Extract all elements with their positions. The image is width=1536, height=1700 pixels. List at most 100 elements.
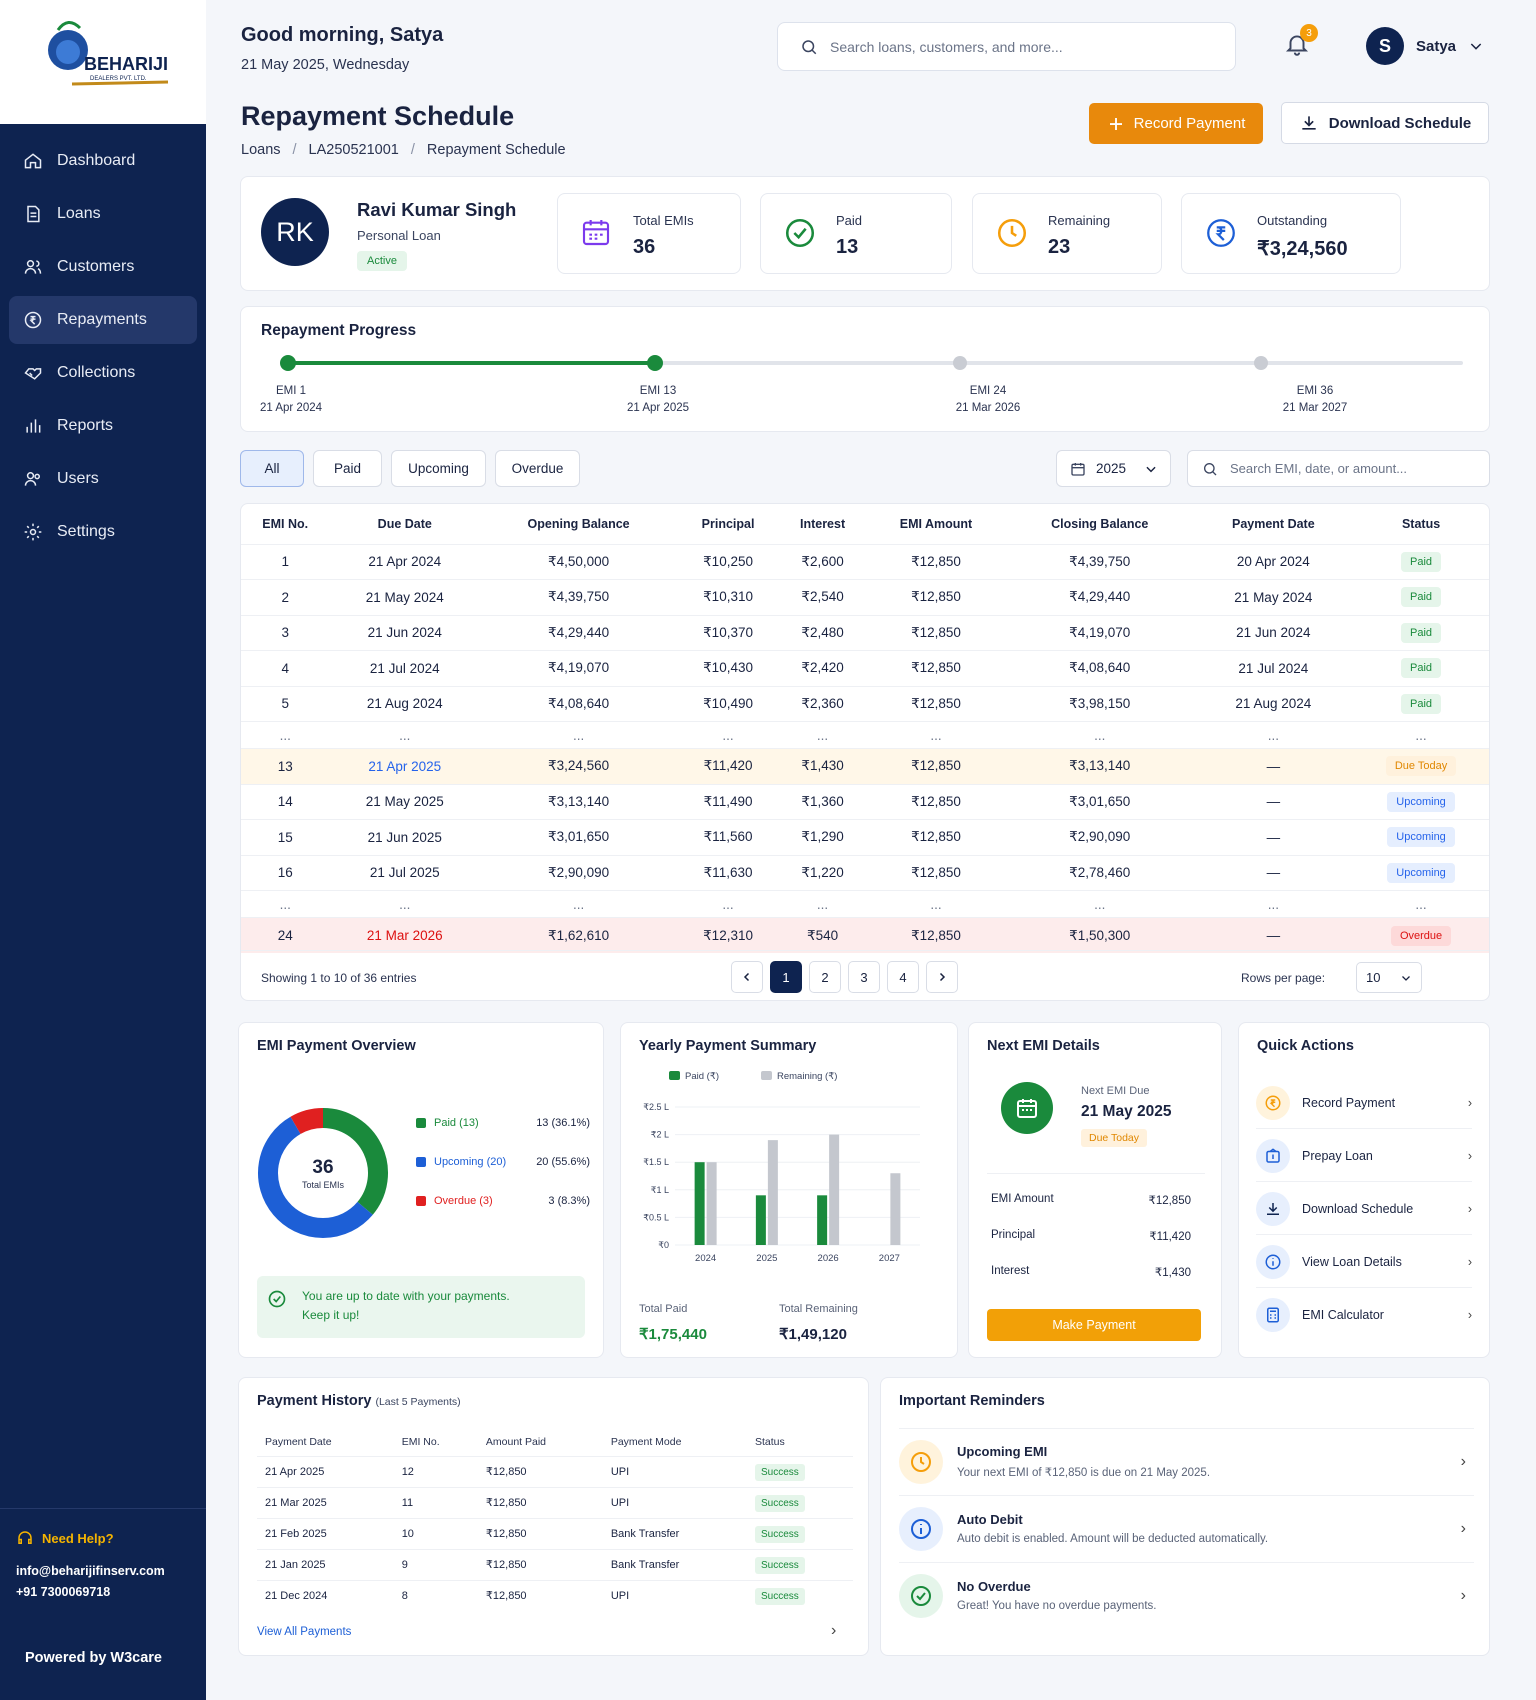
- table-cell: 14: [241, 783, 330, 820]
- tab-upcoming[interactable]: Upcoming: [391, 450, 486, 487]
- prev-page-button[interactable]: [731, 961, 763, 993]
- stat-value: ₹3,24,560: [1257, 238, 1348, 260]
- table-cell: ...: [480, 890, 678, 918]
- table-row[interactable]: 1 21 Apr 2024 ₹4,50,000 ₹10,250 ₹2,600 ₹12,85…: [241, 543, 1489, 580]
- status-cell: Paid: [1353, 614, 1489, 651]
- quick-action-download-schedule[interactable]: Download Schedule ›: [1256, 1183, 1472, 1235]
- user-menu[interactable]: S Satya: [1366, 27, 1484, 65]
- important-reminders-card: Important Reminders Upcoming EMI Your nex…: [880, 1377, 1490, 1656]
- donut-slice-upcoming: [258, 1116, 373, 1238]
- row-value: ₹12,850: [1148, 1195, 1192, 1207]
- headset-icon: [18, 1531, 32, 1544]
- download-schedule-button[interactable]: Download Schedule: [1281, 102, 1489, 144]
- sidebar-item-repayments[interactable]: Repayments: [9, 296, 197, 344]
- breadcrumb-loans[interactable]: Loans: [241, 142, 281, 158]
- table-row[interactable]: ...........................: [241, 721, 1489, 749]
- reminder-auto-debit[interactable]: Auto Debit Auto debit is enabled. Amount …: [899, 1495, 1474, 1561]
- table-row[interactable]: 21 Feb 2025 10 ₹12,850 Bank Transfer Success: [257, 1517, 853, 1549]
- table-row[interactable]: 13 21 Apr 2025 ₹3,24,560 ₹11,420 ₹1,430 ₹12,8…: [241, 748, 1489, 784]
- table-row[interactable]: ...........................: [241, 890, 1489, 918]
- tab-paid[interactable]: Paid: [313, 450, 382, 487]
- table-cell: ₹12,850: [866, 783, 1006, 820]
- quick-action-view-loan-details[interactable]: View Loan Details ›: [1256, 1236, 1472, 1288]
- y-tick-label: ₹0.5 L: [643, 1212, 669, 1222]
- search-input[interactable]: Search loans, customers, and more...: [830, 38, 1063, 55]
- tab-overdue[interactable]: Overdue: [495, 450, 580, 487]
- help-phone[interactable]: +91 7300069718: [16, 1585, 111, 1599]
- sidebar-item-dashboard[interactable]: Dashboard: [9, 137, 197, 185]
- column-header: Payment Date: [265, 1435, 332, 1448]
- table-cell: 13: [241, 748, 330, 784]
- sidebar-item-settings[interactable]: Settings: [9, 508, 197, 556]
- sidebar-item-customers[interactable]: Customers: [9, 243, 197, 291]
- tab-all[interactable]: All: [240, 450, 304, 487]
- table-search-input[interactable]: Search EMI, date, or amount...: [1230, 461, 1408, 476]
- record-payment-button[interactable]: Record Payment: [1089, 103, 1263, 144]
- table-search[interactable]: Search EMI, date, or amount...: [1187, 450, 1490, 487]
- table-row[interactable]: 21 Dec 2024 8 ₹12,850 UPI Success: [257, 1579, 853, 1611]
- avatar: S: [1366, 27, 1404, 65]
- table-row[interactable]: 14 21 May 2025 ₹3,13,140 ₹11,490 ₹1,360 ₹12,8…: [241, 783, 1489, 820]
- make-payment-button[interactable]: Make Payment: [987, 1309, 1201, 1341]
- row-label: EMI Amount: [991, 1193, 1054, 1205]
- sidebar-item-loans[interactable]: Loans: [9, 190, 197, 238]
- page-3-button[interactable]: 3: [848, 961, 880, 993]
- page-2-button[interactable]: 2: [809, 961, 841, 993]
- next-page-button[interactable]: [926, 961, 958, 993]
- breadcrumb-loan-id[interactable]: LA250521001: [308, 142, 399, 158]
- reminder-upcoming-emi[interactable]: Upcoming EMI Your next EMI of ₹12,850 is …: [899, 1428, 1474, 1494]
- table-cell: ...: [1193, 890, 1354, 918]
- table-cell: ...: [866, 890, 1006, 918]
- quick-action-emi-calculator[interactable]: EMI Calculator ›: [1256, 1289, 1472, 1341]
- table-row[interactable]: 15 21 Jun 2025 ₹3,01,650 ₹11,560 ₹1,290 ₹12,8…: [241, 819, 1489, 855]
- table-row[interactable]: 4 21 Jul 2024 ₹4,19,070 ₹10,430 ₹2,420 ₹12,85…: [241, 650, 1489, 686]
- reminder-no-overdue[interactable]: No Overdue Great! You have no overdue pay…: [899, 1562, 1474, 1628]
- quick-action-record-payment[interactable]: Record Payment ›: [1256, 1077, 1472, 1129]
- column-header: Principal: [701, 516, 755, 531]
- reminder-title: Upcoming EMI: [957, 1444, 1048, 1459]
- table-cell: 16: [241, 854, 330, 891]
- sidebar-item-collections[interactable]: Collections: [9, 349, 197, 397]
- column-header: Payment Mode: [610, 1435, 682, 1448]
- help-title[interactable]: Need Help?: [42, 1530, 114, 1546]
- stat-value: 36: [633, 236, 656, 258]
- chevron-right-icon[interactable]: ›: [831, 1622, 837, 1639]
- stat-remaining: Remaining 23: [972, 193, 1162, 274]
- table-row[interactable]: 21 Apr 2025 12 ₹12,850 UPI Success: [257, 1455, 853, 1487]
- company-logo[interactable]: BEHARIJI DEALERS PVT. LTD.: [0, 0, 206, 124]
- year-select[interactable]: 2025: [1056, 450, 1171, 487]
- table-cell: 21 May 2025: [329, 783, 481, 820]
- stat-label: Outstanding: [1257, 213, 1328, 228]
- table-row[interactable]: 21 Mar 2025 11 ₹12,850 UPI Success: [257, 1486, 853, 1518]
- progress-title: Repayment Progress: [261, 322, 417, 339]
- global-search[interactable]: Search loans, customers, and more...: [777, 22, 1236, 71]
- history-title: Payment History: [257, 1393, 372, 1409]
- status-badge: Paid: [1401, 622, 1442, 643]
- quick-action-prepay-loan[interactable]: Prepay Loan ›: [1256, 1130, 1472, 1182]
- page-4-button[interactable]: 4: [887, 961, 919, 993]
- sidebar-item-reports[interactable]: Reports: [9, 402, 197, 450]
- notification-button[interactable]: [1284, 30, 1310, 63]
- table-row[interactable]: 2 21 May 2024 ₹4,39,750 ₹10,310 ₹2,540 ₹12,85…: [241, 579, 1489, 615]
- table-row[interactable]: 21 Jan 2025 9 ₹12,850 Bank Transfer Success: [257, 1548, 853, 1580]
- table-cell: ₹2,480: [778, 614, 867, 651]
- page-1-button[interactable]: 1: [770, 961, 802, 993]
- table-cell: ...: [1005, 721, 1194, 749]
- help-email[interactable]: info@beharijifinserv.com: [16, 1564, 165, 1578]
- table-cell: 21 Apr 2025: [329, 748, 481, 784]
- table-cell: ₹10,430: [677, 650, 779, 686]
- bell-icon: [1285, 35, 1309, 56]
- table-cell: 9: [393, 1548, 478, 1580]
- table-row[interactable]: 5 21 Aug 2024 ₹4,08,640 ₹10,490 ₹2,360 ₹12,85…: [241, 685, 1489, 722]
- rows-per-page-select[interactable]: 10: [1356, 962, 1422, 993]
- view-all-payments-link[interactable]: View All Payments: [257, 1626, 352, 1638]
- table-row[interactable]: 24 21 Mar 2026 ₹1,62,610 ₹12,310 ₹540 ₹12,850…: [241, 917, 1489, 953]
- table-row[interactable]: 16 21 Jul 2025 ₹2,90,090 ₹11,630 ₹1,220 ₹12,8…: [241, 854, 1489, 891]
- sidebar-item-users[interactable]: Users: [9, 455, 197, 503]
- status-badge: Upcoming: [1387, 862, 1455, 883]
- legend-value: 20 (55.6%): [536, 1156, 590, 1168]
- stat-label: Remaining: [1048, 213, 1111, 228]
- table-row[interactable]: 3 21 Jun 2024 ₹4,29,440 ₹10,370 ₹2,480 ₹12,85…: [241, 614, 1489, 651]
- table-cell: ₹12,850: [866, 650, 1006, 686]
- status-badge: Upcoming: [1387, 791, 1455, 812]
